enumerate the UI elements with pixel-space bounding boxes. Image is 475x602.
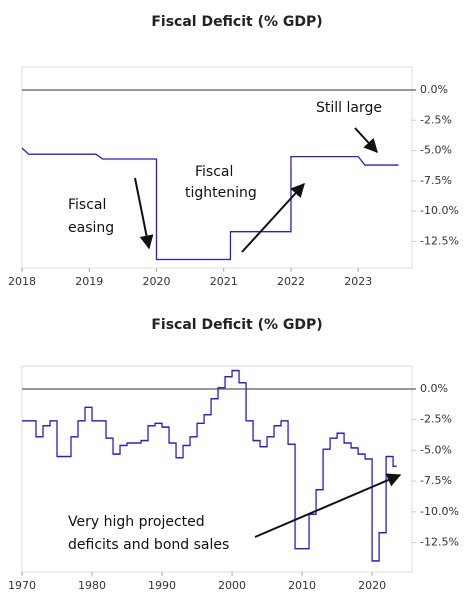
x-tick-label: 2019: [75, 275, 103, 288]
x-tick-label: 2021: [210, 275, 238, 288]
x-tick-label: 1970: [8, 579, 36, 592]
x-tick-label: 1990: [148, 579, 176, 592]
y-tick-label: -5.0%: [420, 144, 452, 157]
annotation: Fiscal: [195, 164, 233, 180]
x-tick-label: 2023: [344, 275, 372, 288]
annotation: easing: [68, 220, 114, 236]
annotation: Very high projected: [68, 514, 205, 530]
arrow: [354, 127, 378, 154]
y-tick-label: -7.5%: [420, 174, 452, 187]
x-tick-label: 2010: [288, 579, 316, 592]
y-tick-label: -7.5%: [420, 474, 452, 487]
y-tick-label: 0.0%: [420, 382, 448, 395]
step-connector: [22, 369, 397, 562]
y-tick-label: 0.0%: [420, 83, 448, 96]
arrow: [241, 182, 305, 253]
line: [21, 147, 399, 261]
y-tick-label: -2.5%: [420, 413, 452, 426]
x-tick-label: 2000: [218, 579, 246, 592]
plot-frame: [21, 365, 413, 573]
y-tick-label: -12.5%: [420, 536, 459, 549]
y-tick-label: -2.5%: [420, 113, 452, 126]
annotation: tightening: [185, 185, 257, 201]
y-tick-label: -5.0%: [420, 443, 452, 456]
annotation: deficits and bond sales: [68, 537, 229, 553]
annotation: Fiscal: [68, 197, 106, 213]
y-tick-label: -12.5%: [420, 234, 459, 247]
chart-title: Fiscal Deficit (% GDP): [151, 14, 322, 30]
arrow: [134, 177, 154, 250]
x-tick-label: 2022: [277, 275, 305, 288]
chart-title: Fiscal Deficit (% GDP): [151, 317, 322, 333]
y-tick-label: -10.0%: [420, 505, 459, 518]
plot-frame: [21, 66, 413, 269]
y-tick-label: -10.0%: [420, 204, 459, 217]
x-tick-label: 1980: [78, 579, 106, 592]
x-tick-label: 2020: [358, 579, 386, 592]
annotation: Still large: [316, 100, 382, 116]
x-tick-label: 2018: [8, 275, 36, 288]
x-tick-label: 2020: [142, 275, 170, 288]
arrow: [254, 473, 402, 538]
arrows: [134, 127, 402, 538]
